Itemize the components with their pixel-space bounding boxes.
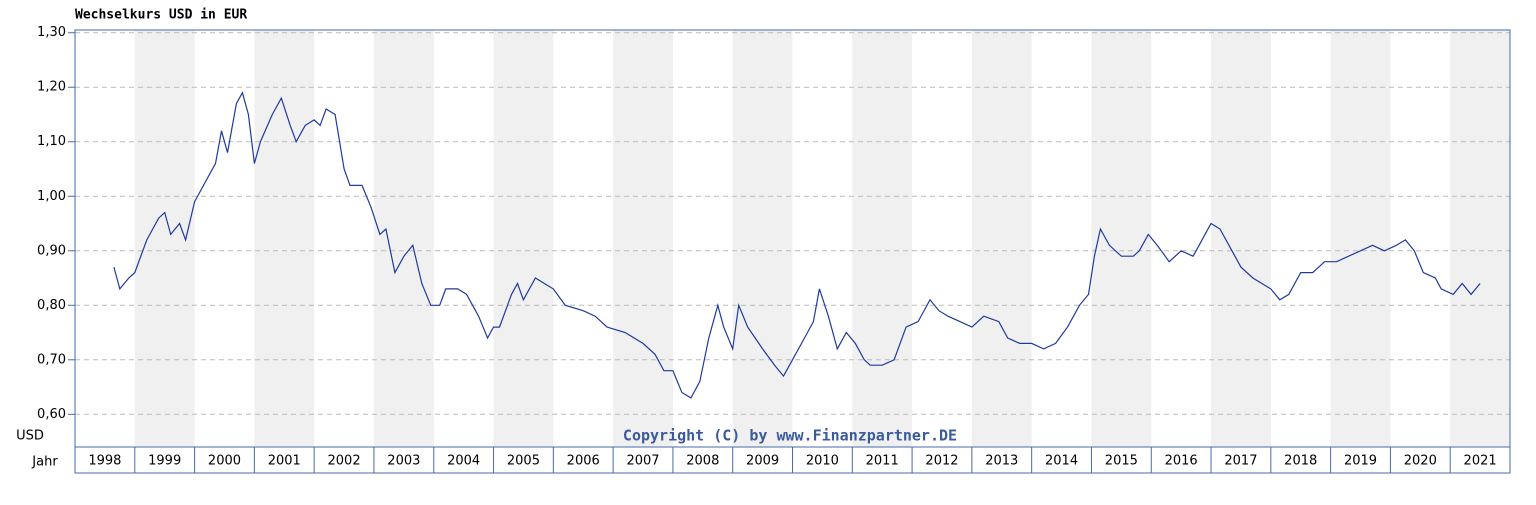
year-band [493, 30, 554, 447]
y-tick-label: 1,20 [37, 80, 66, 95]
chart-title: Wechselkurs USD in EUR [75, 8, 247, 23]
copyright: Copyright (C) by www.Finanzpartner.DE [623, 427, 957, 445]
x-tick-label: 2007 [626, 454, 659, 469]
x-tick-label: 2015 [1105, 454, 1138, 469]
y-tick-label: 1,00 [37, 189, 66, 204]
rate-line [113, 91, 1481, 399]
year-band [971, 30, 1032, 447]
y-tick-label: 0,90 [37, 243, 66, 258]
y-tick-label: 1,30 [37, 25, 66, 40]
x-tick-label: 2016 [1165, 454, 1198, 469]
x-tick-label: 2001 [268, 454, 301, 469]
year-frame [74, 446, 1511, 474]
x-tick-label: 2018 [1284, 454, 1317, 469]
x-tick-label: 2006 [567, 454, 600, 469]
x-tick-label: 2020 [1404, 454, 1437, 469]
y-tick-label: 1,10 [37, 134, 66, 149]
y-axis-label: USD [16, 429, 44, 444]
year-band [1211, 30, 1271, 447]
x-tick-label: 2021 [1464, 454, 1497, 469]
x-tick-label: 2005 [507, 454, 540, 469]
x-tick-label: 1998 [88, 454, 121, 469]
year-band [732, 30, 793, 447]
x-tick-label: 2008 [686, 454, 719, 469]
x-tick-label: 2002 [328, 454, 361, 469]
year-band [1330, 30, 1391, 447]
x-tick-label: 2017 [1224, 454, 1257, 469]
x-tick-label: 2014 [1045, 454, 1078, 469]
year-band [852, 30, 913, 447]
x-tick-label: 2013 [985, 454, 1018, 469]
x-tick-label: 2003 [387, 454, 420, 469]
y-tick-label: 0,70 [37, 352, 66, 367]
year-band [1450, 30, 1510, 447]
x-tick-label: 2004 [447, 454, 480, 469]
year-band [373, 30, 434, 447]
x-tick-label: 2012 [925, 454, 958, 469]
y-tick-label: 0,80 [37, 298, 66, 313]
x-tick-label: 2009 [746, 454, 779, 469]
year-band [1091, 30, 1152, 447]
year-band [254, 30, 315, 447]
y-tick-label: 0,60 [37, 407, 66, 422]
x-tick-label: 2011 [866, 454, 899, 469]
year-band [613, 30, 673, 447]
x-tick-label: 2010 [806, 454, 839, 469]
x-tick-label: 2000 [208, 454, 241, 469]
x-tick-label: 2019 [1344, 454, 1377, 469]
x-axis-label: Jahr [31, 455, 58, 470]
x-tick-label: 1999 [148, 454, 181, 469]
